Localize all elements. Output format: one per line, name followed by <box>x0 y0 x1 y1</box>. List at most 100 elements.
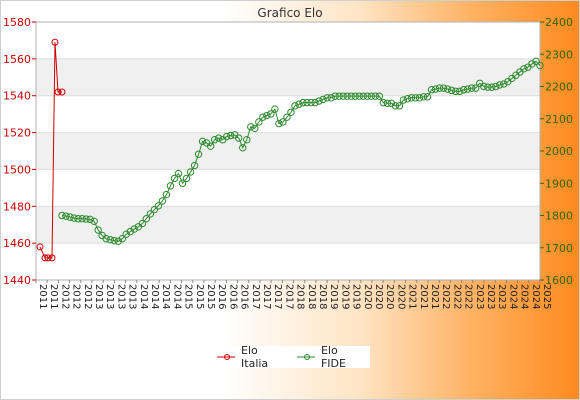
x-tick-label: 2011 <box>48 284 59 309</box>
x-tick-label: 2021 <box>429 284 440 309</box>
elo-fide-point <box>114 237 122 246</box>
legend-item-fide: Elo FIDE <box>296 344 370 370</box>
elo-fide-point <box>343 92 351 100</box>
elo-fide-point <box>439 84 448 92</box>
x-tick-label: 2020 <box>362 284 373 309</box>
elo-fide-point <box>415 94 424 102</box>
x-tick-label: 2019 <box>328 284 339 309</box>
x-tick-label: 2012 <box>59 284 70 309</box>
x-tick-label: 2017 <box>261 284 272 309</box>
elo-fide-point <box>162 190 171 199</box>
elo-fide-point <box>295 100 303 108</box>
left-tick-label: 1460 <box>3 237 31 250</box>
x-tick-label: 2023 <box>485 284 496 309</box>
elo-fide-point <box>311 98 319 107</box>
elo-fide-point <box>427 86 436 94</box>
elo-fide-point <box>82 215 90 223</box>
x-tick-label: 2012 <box>71 284 82 309</box>
x-tick-label: 2020 <box>384 284 395 309</box>
x-tick-label: 2024 <box>530 284 541 309</box>
elo-fide-point <box>488 83 496 91</box>
legend-label-italia: Elo Italia <box>241 344 269 370</box>
right-axis: 1600 1700 1800 1900 2000 2100 2200 2300 2400 <box>540 16 573 287</box>
series-elo-italia <box>36 38 66 262</box>
elo-fide-point <box>411 94 420 102</box>
elo-italia-point <box>44 254 52 262</box>
legend-swatch-fide <box>296 354 315 360</box>
elo-fide-point <box>399 96 408 104</box>
elo-fide-point <box>275 119 283 128</box>
elo-fide-point <box>283 113 291 121</box>
elo-fide-point <box>194 150 203 158</box>
elo-fide-point <box>106 235 114 244</box>
x-tick-label: 2013 <box>127 284 138 309</box>
elo-italia-point <box>41 254 49 262</box>
right-tick-label: 1900 <box>545 177 573 190</box>
elo-italia-point <box>54 88 62 96</box>
x-tick-label: 2022 <box>451 284 462 309</box>
elo-fide-point <box>198 137 207 146</box>
elo-fide-point <box>158 197 167 205</box>
left-tick-label: 1480 <box>3 200 31 213</box>
x-tick-label: 2016 <box>227 284 238 309</box>
elo-fide-point <box>70 214 78 222</box>
grid-band <box>36 206 540 244</box>
elo-fide-point <box>407 94 416 102</box>
elo-fide-point <box>423 93 432 101</box>
elo-fide-point <box>451 87 460 96</box>
elo-fide-point <box>323 94 331 102</box>
right-tick-label: 1700 <box>545 242 573 255</box>
x-tick-label: 2023 <box>474 284 485 309</box>
x-tick-label: 2017 <box>250 284 261 309</box>
x-tick-label: 2015 <box>194 284 205 309</box>
elo-fide-point <box>319 95 327 104</box>
elo-fide-point <box>206 142 215 150</box>
elo-fide-point <box>363 92 371 100</box>
elo-fide-point <box>315 97 323 105</box>
elo-fide-point <box>142 215 151 223</box>
elo-fide-point <box>520 65 528 73</box>
elo-fide-point <box>110 236 118 245</box>
elo-fide-point <box>178 179 187 187</box>
elo-fide-point <box>271 105 279 113</box>
elo-fide-point <box>166 182 175 190</box>
elo-fide-point <box>102 235 110 243</box>
elo-fide-point <box>227 131 235 140</box>
elo-italia-point <box>48 254 56 262</box>
chart-title: Grafico Elo <box>257 6 322 20</box>
x-tick-label: 2015 <box>205 284 216 309</box>
elo-fide-point <box>182 174 191 183</box>
elo-fide-point <box>291 102 299 110</box>
legend-label-fide: Elo FIDE <box>320 344 346 370</box>
x-tick-label: 2012 <box>82 284 93 309</box>
elo-fide-point <box>536 61 544 70</box>
x-tick-label: 2016 <box>239 284 250 309</box>
elo-fide-point <box>327 94 335 102</box>
elo-fide-point <box>66 213 74 221</box>
elo-fide-point <box>62 212 70 220</box>
elo-italia-point <box>58 88 66 96</box>
grid-band <box>36 22 540 59</box>
right-tick-label: 2000 <box>545 145 573 158</box>
elo-fide-point <box>331 92 339 100</box>
elo-fide-point <box>492 82 500 91</box>
x-tick-label: 2014 <box>160 284 171 309</box>
elo-fide-point <box>303 98 311 107</box>
series-elo-fide <box>58 57 544 246</box>
elo-fide-point <box>190 161 199 170</box>
elo-fide-point <box>459 86 468 94</box>
elo-fide-point <box>214 134 223 142</box>
elo-fide-point <box>347 92 355 100</box>
elo-fide-point <box>299 98 307 107</box>
elo-fide-point <box>138 219 147 228</box>
elo-fide-point <box>532 57 540 66</box>
elo-fide-point <box>463 85 472 93</box>
elo-fide-point <box>472 84 480 92</box>
elo-fide-point <box>267 110 275 118</box>
right-tick-label: 1600 <box>545 274 573 287</box>
grid-band <box>36 132 540 170</box>
elo-fide-point <box>375 92 384 100</box>
elo-fide-point <box>419 93 428 101</box>
elo-fide-point <box>90 217 98 226</box>
